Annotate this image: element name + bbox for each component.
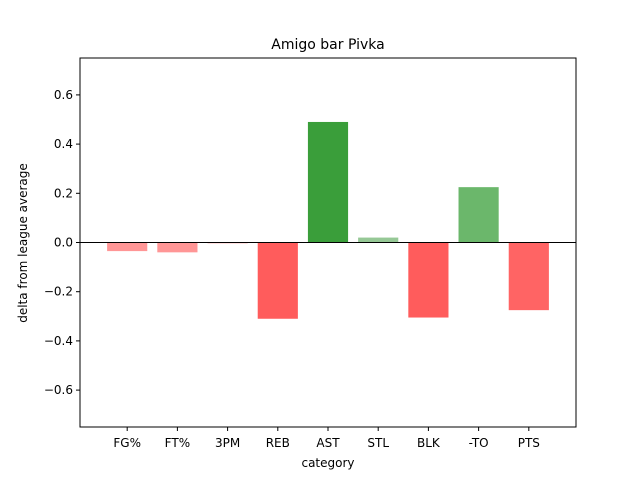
bar-blk: [408, 242, 449, 318]
x-tick-label: STL: [367, 436, 389, 450]
bar-pts: [508, 242, 549, 311]
x-axis: FG% FT% 3PM REB AST STL BLK -TO PTS: [113, 427, 540, 450]
x-tick-label: BLK: [417, 436, 441, 450]
plot-bars: [107, 121, 549, 319]
chart-title: Amigo bar Pivka: [271, 37, 384, 53]
y-tick-label: −0.6: [44, 383, 73, 397]
x-tick-label: 3PM: [215, 436, 240, 450]
y-tick-label: 0.6: [54, 88, 73, 102]
y-axis: −0.6 −0.4 −0.2 0.0 0.2 0.4 0.6: [44, 88, 80, 397]
y-axis-label: delta from league average: [16, 163, 30, 323]
y-tick-label: −0.4: [44, 334, 73, 348]
bar-reb: [257, 242, 298, 319]
x-tick-label: AST: [316, 436, 340, 450]
bar-stl: [358, 237, 399, 243]
x-axis-label: category: [301, 456, 354, 470]
x-tick-label: FG%: [113, 436, 141, 450]
bar-fg: [107, 242, 148, 252]
y-tick-label: 0.0: [54, 236, 73, 250]
x-tick-label: -TO: [469, 436, 489, 450]
bar-ast: [307, 121, 349, 243]
y-tick-label: −0.2: [44, 285, 73, 299]
y-tick-label: 0.4: [54, 137, 73, 151]
x-tick-label: REB: [266, 436, 290, 450]
bar-to: [458, 187, 499, 243]
bar-ft: [157, 242, 198, 253]
x-tick-label: PTS: [518, 436, 540, 450]
y-tick-label: 0.2: [54, 186, 73, 200]
x-tick-label: FT%: [165, 436, 190, 450]
